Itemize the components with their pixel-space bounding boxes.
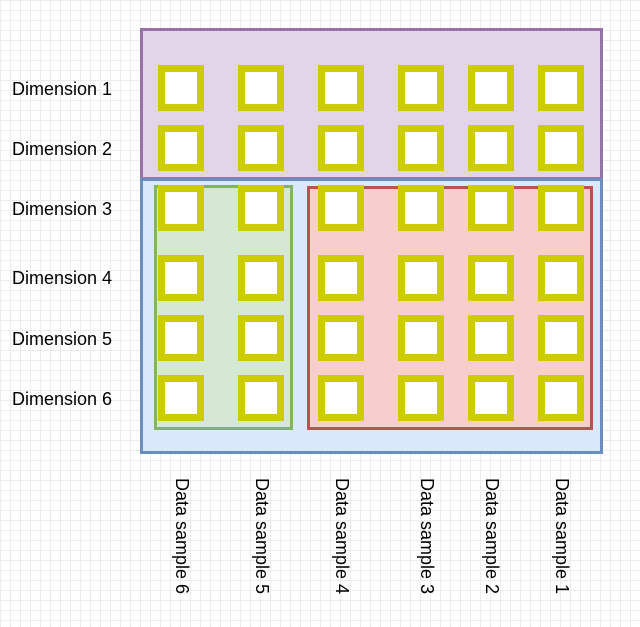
cell-r3-c5 xyxy=(468,185,514,231)
row-label-dimension-1: Dimension 1 xyxy=(12,79,113,99)
column-label-data-sample-3: Data sample 3 xyxy=(417,478,437,595)
cell-r5-c2 xyxy=(238,315,284,361)
cell-r2-c4 xyxy=(398,125,444,171)
cell-r4-c4 xyxy=(398,255,444,301)
cell-r2-c6 xyxy=(538,125,584,171)
cell-r6-c6 xyxy=(538,375,584,421)
cell-r3-c3 xyxy=(318,185,364,231)
cell-r5-c5 xyxy=(468,315,514,361)
cell-r2-c5 xyxy=(468,125,514,171)
cell-r1-c4 xyxy=(398,65,444,111)
cell-r5-c3 xyxy=(318,315,364,361)
cell-r4-c1 xyxy=(158,255,204,301)
cell-r5-c4 xyxy=(398,315,444,361)
cell-r3-c2 xyxy=(238,185,284,231)
cell-r5-c1 xyxy=(158,315,204,361)
cell-r4-c5 xyxy=(468,255,514,301)
cell-r2-c3 xyxy=(318,125,364,171)
cell-r1-c3 xyxy=(318,65,364,111)
row-label-dimension-4: Dimension 4 xyxy=(12,268,113,288)
cell-r1-c2 xyxy=(238,65,284,111)
cell-r4-c3 xyxy=(318,255,364,301)
cell-r1-c6 xyxy=(538,65,584,111)
row-label-dimension-6: Dimension 6 xyxy=(12,389,113,409)
cell-r1-c1 xyxy=(158,65,204,111)
cell-r6-c5 xyxy=(468,375,514,421)
column-label-data-sample-5: Data sample 5 xyxy=(252,478,272,595)
dimension-group-top xyxy=(140,28,603,180)
cell-r1-c5 xyxy=(468,65,514,111)
cell-r4-c2 xyxy=(238,255,284,301)
cell-r4-c6 xyxy=(538,255,584,301)
column-label-data-sample-2: Data sample 2 xyxy=(482,478,502,595)
cell-r6-c1 xyxy=(158,375,204,421)
row-label-dimension-3: Dimension 3 xyxy=(12,199,113,219)
cell-r3-c4 xyxy=(398,185,444,231)
cell-r6-c3 xyxy=(318,375,364,421)
row-label-dimension-5: Dimension 5 xyxy=(12,329,113,349)
cell-r2-c2 xyxy=(238,125,284,171)
cell-r6-c4 xyxy=(398,375,444,421)
row-label-dimension-2: Dimension 2 xyxy=(12,139,113,159)
column-label-data-sample-4: Data sample 4 xyxy=(332,478,352,595)
cell-r2-c1 xyxy=(158,125,204,171)
column-label-data-sample-1: Data sample 1 xyxy=(552,478,572,595)
cell-r3-c6 xyxy=(538,185,584,231)
cell-r6-c2 xyxy=(238,375,284,421)
column-label-data-sample-6: Data sample 6 xyxy=(172,478,192,595)
cell-r3-c1 xyxy=(158,185,204,231)
cell-r5-c6 xyxy=(538,315,584,361)
